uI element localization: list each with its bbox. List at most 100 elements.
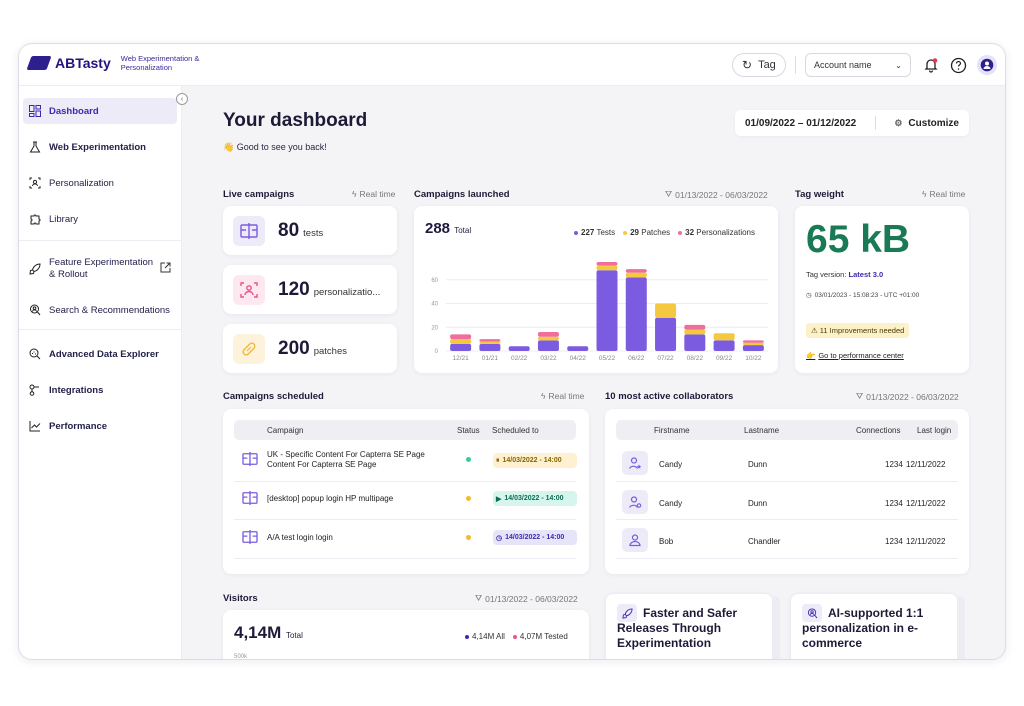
collab-lastname: Dunn [748, 460, 768, 469]
patch-icon [233, 334, 265, 364]
tag-version-link[interactable]: Latest 3.0 [848, 270, 884, 279]
live-patches-card[interactable]: 200 patches [223, 324, 397, 373]
sidebar-item-advanced-data-explorer[interactable]: Advanced Data Explorer [23, 341, 177, 367]
bar-segment [742, 340, 764, 343]
sliders-icon: ⚙ [894, 117, 903, 128]
customize-label: Customize [908, 117, 959, 129]
flask-icon [28, 140, 42, 154]
y-tick-label: 40 [431, 302, 438, 308]
campaign-name: [desktop] popup login HP multipage [267, 494, 394, 503]
collab-firstname: Candy [659, 460, 683, 469]
bar-segment [596, 261, 618, 266]
sidebar-item-web-experimentation[interactable]: Web Experimentation [23, 134, 177, 160]
rocket-icon [617, 604, 637, 622]
sidebar-item-integrations[interactable]: Integrations [23, 377, 177, 403]
collab-connections: 1234 [885, 499, 903, 508]
campaigns-scheduled-card: Campaign Status Scheduled to UK - Specif… [223, 409, 589, 574]
live-tests-count: 80 tests [278, 220, 324, 241]
sidebar-item-label: Advanced Data Explorer [49, 348, 159, 360]
promo-title: Faster and Safer Releases Through Experi… [617, 606, 738, 650]
live-personalizations-count: 120 personalizatio... [278, 279, 381, 300]
legend-tested: 4,07M Tested [512, 632, 568, 641]
col-campaign: Campaign [267, 426, 304, 435]
live-tests-card[interactable]: 80 tests [223, 206, 397, 255]
improvements-badge[interactable]: ⚠ 11 Improvements needed [806, 323, 910, 338]
account-select[interactable]: Account name ⌄ [805, 53, 911, 77]
help-button[interactable] [948, 55, 968, 75]
customize-button[interactable]: ⚙ Customize [894, 118, 959, 129]
campaigns-bar-chart: 0 20 40 60 12/21 01/21 02/22 03/22 04/22 05/22 06/… [431, 261, 768, 362]
bar-segment [684, 334, 706, 351]
chevron-down-icon: ⌄ [895, 60, 902, 70]
user-avatar-button[interactable] [977, 55, 997, 75]
lightning-icon: ϟ [922, 189, 927, 199]
bar-segment [479, 341, 501, 344]
x-tick-label: 02/22 [511, 355, 528, 362]
bar-segment [625, 277, 647, 351]
legend-personalizations: 32 Personalizations [678, 228, 755, 237]
bar-segment [742, 345, 764, 351]
bar-segment [537, 332, 559, 337]
legend-patches: 29 Patches [623, 228, 670, 237]
sidebar-item-personalization[interactable]: Personalization [23, 170, 177, 196]
bar-segment [684, 324, 706, 330]
performance-center-link[interactable]: 👉 Go to performance center [806, 351, 904, 360]
date-range-picker[interactable]: 01/09/2022 – 01/12/2022 ⚙ Customize [735, 110, 969, 136]
x-tick-label: 03/22 [540, 355, 557, 362]
promo-card-releases[interactable]: Faster and Safer Releases Through Experi… [605, 593, 773, 659]
collapse-sidebar-button[interactable]: ‹ [176, 93, 188, 105]
bell-icon [924, 58, 938, 73]
live-personalizations-card[interactable]: 120 personalizatio... [223, 265, 397, 314]
campaigns-launched-meta: ⛛ 01/13/2022 - 06/03/2022 [665, 189, 768, 200]
bar-segment [625, 272, 647, 278]
date-range: 01/09/2022 – 01/12/2022 [745, 117, 857, 129]
brand-logo[interactable]: ABTasty Web Experimentation & Personaliz… [26, 54, 201, 72]
refresh-icon: ↻ [742, 58, 753, 72]
split-test-icon [233, 216, 265, 246]
collab-firstname: Candy [659, 499, 683, 508]
sidebar-item-label: Personalization [49, 177, 114, 189]
data-search-icon [28, 347, 42, 361]
live-campaigns-meta: ϟ Real time [352, 189, 396, 199]
chart-legend: 227 Tests 29 Patches 32 Personalizations [574, 228, 755, 237]
sidebar-item-dashboard[interactable]: Dashboard [23, 98, 177, 124]
sidebar-item-label: Feature Experimentation & Rollout [49, 257, 154, 280]
account-label: Account name [814, 60, 872, 70]
row-divider [234, 519, 576, 520]
bar-segment [567, 346, 589, 351]
col-last-login: Last login [917, 426, 952, 435]
bar-segment [655, 303, 677, 318]
collab-table-header: Firstname Lastname Connections Last logi… [616, 420, 958, 440]
sidebar-item-library[interactable]: Library [23, 206, 177, 232]
sidebar-item-search-recommendations[interactable]: Search & Recommendations [23, 297, 177, 323]
welcome-message: 👋 Good to see you back! [223, 142, 327, 152]
play-icon: ▶ [496, 495, 502, 503]
sidebar-item-label: Search & Recommendations [49, 304, 170, 316]
col-lastname: Lastname [744, 426, 780, 435]
x-tick-label: 04/22 [570, 355, 587, 362]
tag-button[interactable]: ↻ Tag [732, 53, 786, 77]
campaigns-launched-title: Campaigns launched [414, 189, 510, 200]
bar-segment [479, 339, 501, 342]
collaborators-title: 10 most active collaborators [605, 391, 734, 402]
person-frame-icon [28, 176, 42, 190]
tag-timestamp: ◷ 03/01/2023 - 15:08:23 - UTC +01:00 [806, 291, 920, 300]
col-status: Status [457, 426, 480, 435]
brand-subtitle: Web Experimentation & Personalization [120, 54, 200, 72]
filter-icon: ⛛ [475, 593, 483, 603]
notification-button[interactable] [921, 55, 941, 75]
integrations-icon [28, 383, 42, 397]
x-tick-label: 06/22 [628, 355, 645, 362]
clock-icon: ◷ [806, 292, 812, 299]
card-stack-edge [959, 596, 965, 659]
promo-card-ai[interactable]: AI-supported 1:1 personalization in e-co… [790, 593, 958, 659]
scheduled-badge: ◷ 14/03/2022 - 14:00 [493, 530, 577, 545]
collaborators-meta: ⛛ 01/13/2022 - 06/03/2022 [856, 391, 959, 402]
bar-segment [713, 340, 735, 351]
collab-connections: 1234 [885, 537, 903, 546]
sidebar-item-performance[interactable]: Performance [23, 413, 177, 439]
row-divider [616, 481, 958, 482]
bar-segment [684, 329, 706, 335]
sidebar-item-feature-experimentation[interactable]: Feature Experimentation & Rollout [23, 252, 177, 286]
row-divider [234, 481, 576, 482]
